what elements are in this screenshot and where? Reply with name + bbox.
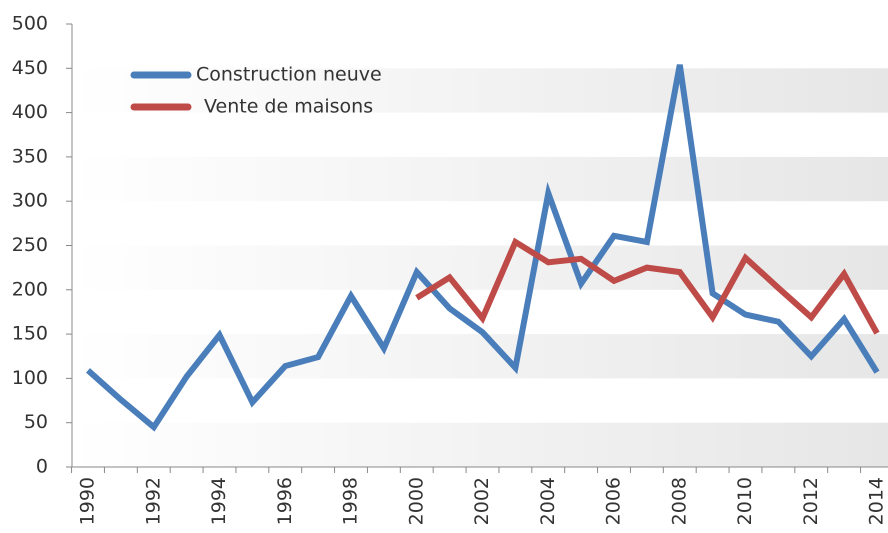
y-tick-label: 400 [12, 101, 48, 123]
y-tick-label: 450 [12, 57, 48, 79]
axes: 0 50 100 150 200 250 300 350 400 450 500 1990 1992 19… [12, 13, 888, 525]
x-tick-label: 1992 [142, 477, 164, 525]
x-tick-label: 2014 [866, 477, 888, 525]
band [72, 245, 888, 290]
x-tick-label: 2006 [603, 477, 625, 525]
x-tick-label: 1996 [274, 477, 296, 525]
y-tick-label: 50 [24, 411, 48, 433]
x-tick-label: 1994 [208, 477, 230, 525]
x-tick-label: 2002 [471, 477, 493, 525]
series-line [415, 237, 880, 335]
x-tick-label: 1990 [77, 477, 99, 525]
band [72, 68, 888, 113]
background-bands [72, 68, 888, 467]
y-tick-label: 350 [12, 145, 48, 167]
plot [86, 64, 880, 432]
x-tick-label: 2008 [668, 477, 690, 525]
x-tick-label: 2012 [800, 477, 822, 525]
legend: Construction neuve Vente de maisons [130, 64, 382, 118]
y-tick-label: 200 [12, 278, 48, 300]
y-tick-label: 300 [12, 190, 48, 212]
y-tick-label: 500 [12, 13, 48, 35]
series-line [86, 64, 880, 432]
legend-label: Construction neuve [196, 64, 382, 86]
band [72, 156, 888, 202]
x-tick-label: 2004 [537, 477, 559, 525]
y-tick-label: 100 [12, 367, 48, 389]
band [72, 422, 888, 467]
band [72, 334, 888, 379]
y-tick-label: 150 [12, 323, 48, 345]
legend-label: Vente de maisons [204, 96, 373, 118]
x-tick-label: 2010 [734, 477, 756, 525]
y-tick-label: 0 [36, 456, 48, 478]
x-tick-label: 2000 [405, 477, 427, 525]
y-tick-label: 250 [12, 234, 48, 256]
x-tick-label: 1998 [340, 477, 362, 525]
